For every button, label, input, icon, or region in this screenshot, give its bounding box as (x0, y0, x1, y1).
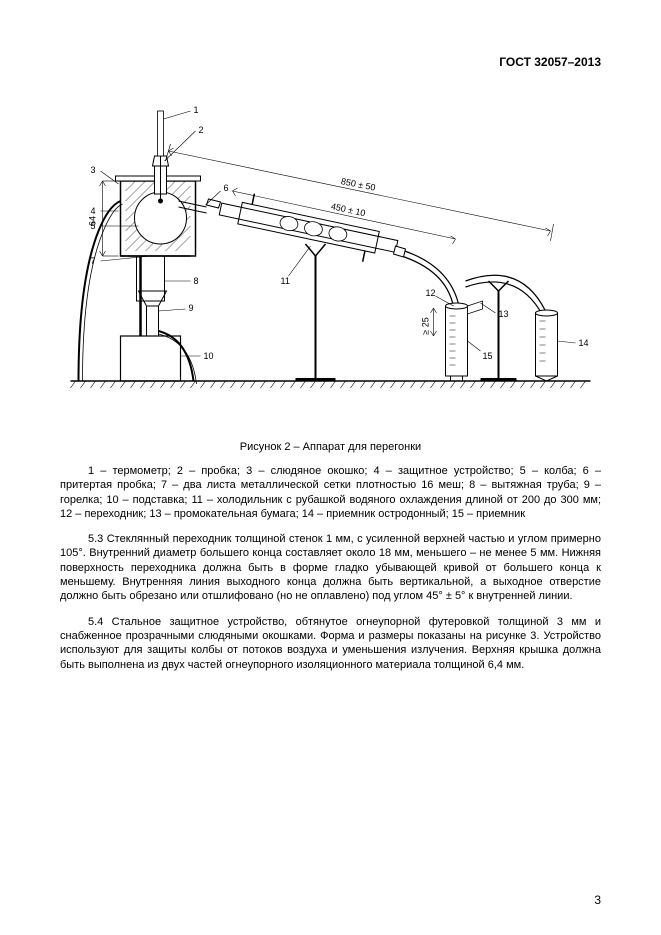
figure-legend: 1 – термометр; 2 – пробка; 3 – слюдяное … (60, 464, 601, 521)
document-header: ГОСТ 32057–2013 (60, 55, 601, 69)
document-page: ГОСТ 32057–2013 (0, 0, 661, 935)
svg-text:1: 1 (194, 105, 199, 115)
paragraph-5-4: 5.4 Стальное защитное устройство, обтяну… (60, 615, 601, 672)
svg-text:15: 15 (483, 351, 493, 361)
svg-text:6: 6 (224, 183, 229, 193)
svg-text:14: 14 (579, 338, 589, 348)
svg-text:9: 9 (189, 303, 194, 313)
figure-caption: Рисунок 2 – Аппарат для перегонки (60, 441, 601, 453)
svg-text:4: 4 (91, 206, 96, 216)
svg-text:850 ± 50: 850 ± 50 (340, 176, 376, 192)
svg-text:8: 8 (194, 276, 199, 286)
svg-text:≥ 25: ≥ 25 (421, 317, 431, 334)
svg-text:10: 10 (204, 351, 214, 361)
svg-text:7: 7 (91, 256, 96, 266)
svg-text:2: 2 (199, 125, 204, 135)
svg-text:13: 13 (499, 309, 509, 319)
svg-text:3: 3 (91, 165, 96, 175)
paragraph-5-3: 5.3 Стеклянный переходник толщиной стено… (60, 532, 601, 603)
page-number: 3 (594, 893, 601, 907)
svg-text:11: 11 (281, 276, 290, 286)
svg-text:5: 5 (91, 221, 96, 231)
figure-2: 850 ± 50 450 ± 10 64 (60, 81, 601, 411)
svg-text:12: 12 (426, 288, 436, 298)
